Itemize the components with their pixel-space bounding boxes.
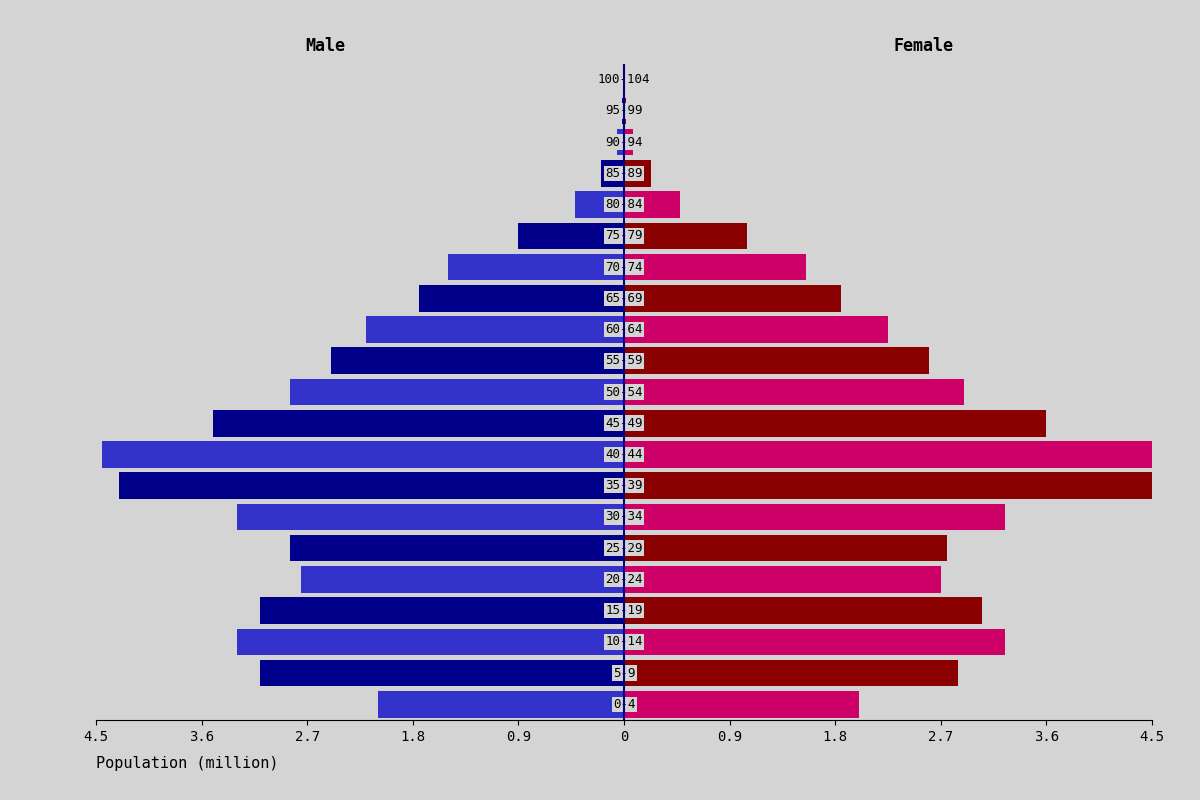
Bar bbox=[448, 254, 624, 280]
Bar bbox=[289, 535, 624, 562]
Bar bbox=[624, 285, 841, 311]
Bar bbox=[331, 347, 624, 374]
Text: 85-89: 85-89 bbox=[605, 167, 643, 180]
Text: 95-99: 95-99 bbox=[605, 104, 643, 118]
Bar bbox=[575, 191, 624, 218]
Text: 25-29: 25-29 bbox=[605, 542, 643, 554]
Bar bbox=[624, 347, 929, 374]
Text: 30-34: 30-34 bbox=[605, 510, 643, 523]
Text: Male: Male bbox=[305, 37, 344, 54]
Text: 45-49: 45-49 bbox=[605, 417, 643, 430]
Text: 100-104: 100-104 bbox=[598, 73, 650, 86]
Bar bbox=[623, 98, 624, 124]
Bar bbox=[624, 535, 947, 562]
Text: 0-4: 0-4 bbox=[613, 698, 635, 711]
Bar bbox=[624, 316, 888, 343]
Bar bbox=[289, 378, 624, 406]
Bar bbox=[624, 441, 1152, 468]
Text: 35-39: 35-39 bbox=[605, 479, 643, 492]
Bar bbox=[624, 160, 650, 186]
Text: 55-59: 55-59 bbox=[605, 354, 643, 367]
Text: 65-69: 65-69 bbox=[605, 292, 643, 305]
Text: 20-24: 20-24 bbox=[605, 573, 643, 586]
Text: 70-74: 70-74 bbox=[605, 261, 643, 274]
Bar bbox=[301, 566, 624, 593]
Text: 60-64: 60-64 bbox=[605, 323, 643, 336]
Bar bbox=[366, 316, 624, 343]
Text: 90-94: 90-94 bbox=[605, 135, 643, 149]
Bar bbox=[624, 222, 748, 249]
Text: Population (million): Population (million) bbox=[96, 756, 278, 771]
Bar bbox=[617, 129, 624, 155]
Bar bbox=[419, 285, 624, 311]
Bar bbox=[624, 629, 1006, 655]
Bar bbox=[378, 691, 624, 718]
Text: 5-9: 5-9 bbox=[613, 666, 635, 680]
Bar bbox=[624, 566, 941, 593]
Bar bbox=[236, 504, 624, 530]
Bar bbox=[624, 473, 1152, 499]
Text: Female: Female bbox=[893, 37, 953, 54]
Bar bbox=[624, 129, 634, 155]
Bar bbox=[102, 441, 624, 468]
Bar bbox=[624, 378, 965, 406]
Text: 15-19: 15-19 bbox=[605, 604, 643, 617]
Bar bbox=[260, 598, 624, 624]
Bar bbox=[624, 598, 982, 624]
Text: 10-14: 10-14 bbox=[605, 635, 643, 649]
Bar bbox=[600, 160, 624, 186]
Bar bbox=[260, 660, 624, 686]
Text: 50-54: 50-54 bbox=[605, 386, 643, 398]
Text: 40-44: 40-44 bbox=[605, 448, 643, 461]
Bar bbox=[120, 473, 624, 499]
Bar bbox=[624, 660, 959, 686]
Bar bbox=[624, 191, 680, 218]
Bar bbox=[624, 254, 806, 280]
Bar bbox=[624, 691, 859, 718]
Text: 80-84: 80-84 bbox=[605, 198, 643, 211]
Text: 75-79: 75-79 bbox=[605, 230, 643, 242]
Bar bbox=[624, 98, 626, 124]
Bar bbox=[624, 410, 1046, 437]
Bar bbox=[624, 504, 1006, 530]
Bar bbox=[236, 629, 624, 655]
Bar bbox=[518, 222, 624, 249]
Bar bbox=[214, 410, 624, 437]
